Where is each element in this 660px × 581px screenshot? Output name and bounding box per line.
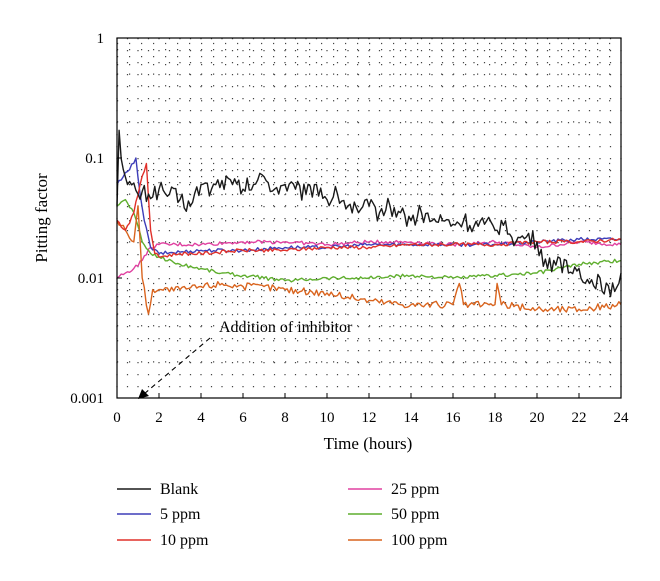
x-tick-label: 8: [281, 410, 289, 426]
legend: Blank 5 ppm 10 ppm 25 ppm 50 ppm 100 ppm: [117, 481, 448, 549]
annotation-arrowhead: [138, 389, 149, 399]
legend-item: 100 ppm: [348, 532, 448, 549]
annotation-text: Addition of inhibitor: [219, 319, 353, 336]
x-tick-label: 12: [362, 410, 377, 426]
x-tick-label: 16: [446, 410, 462, 426]
legend-item: 50 ppm: [348, 506, 440, 523]
legend-label: 5 ppm: [160, 506, 201, 523]
annotation-arrow-line: [143, 337, 211, 395]
x-tick-label: 20: [530, 410, 545, 426]
inhibitor-annotation: Addition of inhibitor: [138, 319, 353, 399]
series-line-100-ppm: [116, 205, 622, 315]
x-tick-label: 2: [155, 410, 163, 426]
x-tick-label: 4: [197, 410, 205, 426]
x-tick-label: 6: [239, 410, 247, 426]
y-tick-label: 1: [97, 31, 105, 47]
y-axis-title: Pitting factor: [32, 173, 51, 263]
y-tick-label: 0.01: [78, 271, 104, 287]
series-line-blank: [116, 129, 622, 298]
x-tick-label: 10: [320, 410, 335, 426]
legend-item: 25 ppm: [348, 481, 440, 498]
series-layer: [116, 129, 622, 315]
legend-item: 5 ppm: [117, 506, 201, 523]
x-tick-label: 22: [572, 410, 587, 426]
x-tick-label: 14: [404, 410, 420, 426]
series-line-50-ppm: [116, 198, 622, 283]
y-tick-label: 0.1: [85, 151, 104, 167]
legend-label: 100 ppm: [391, 532, 448, 549]
x-axis-title: Time (hours): [324, 434, 413, 453]
grid-layer: [116, 38, 622, 398]
x-tick-label: 24: [614, 410, 630, 426]
legend-label: 10 ppm: [160, 532, 209, 549]
x-tick-label: 18: [488, 410, 503, 426]
legend-label: 50 ppm: [391, 506, 440, 523]
x-tick-label: 0: [113, 410, 121, 426]
legend-item: Blank: [117, 481, 198, 498]
series-line-25-ppm: [116, 239, 622, 279]
legend-label: Blank: [160, 481, 198, 498]
legend-label: 25 ppm: [391, 481, 440, 498]
legend-item: 10 ppm: [117, 532, 209, 549]
y-tick-label: 0.001: [70, 391, 104, 407]
